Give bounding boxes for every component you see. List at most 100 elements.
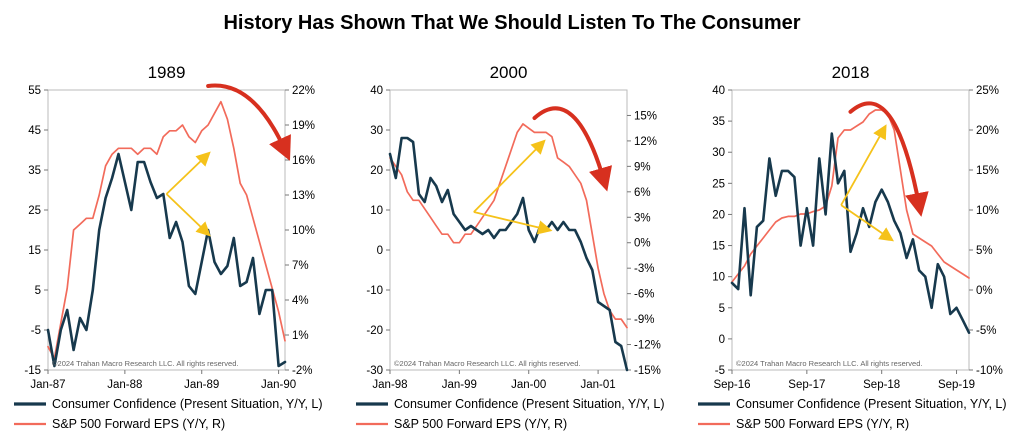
y-left-tick-label: 10 — [370, 205, 383, 217]
legend-label: Consumer Confidence (Present Situation, … — [394, 397, 665, 411]
y-right-tick-label: 20% — [976, 125, 999, 137]
chart-title: 2018 — [832, 63, 870, 82]
y-right-tick-label: 15% — [634, 110, 657, 122]
x-tick-label: Jan-99 — [442, 379, 477, 391]
y-left-tick-label: 30 — [370, 125, 383, 137]
y-right-tick-label: 9% — [634, 161, 651, 173]
chart-2018: 2018 -5 0 5 10 15 20 25 30 35 40 -10% -5% 0% 5% 10% 15% 2… — [698, 63, 1007, 431]
main-title: History Has Shown That We Should Listen … — [223, 12, 801, 34]
y-right-tick-label: -5% — [976, 325, 996, 337]
y-left-tick-label: -30 — [366, 365, 383, 377]
legend-label: S&P 500 Forward EPS (Y/Y, R) — [736, 417, 909, 431]
series-line-consumer-confidence — [388, 136, 629, 372]
y-left-tick-label: 40 — [712, 85, 725, 97]
y-left-tick-label: 55 — [28, 85, 41, 97]
plot-frame — [389, 89, 628, 371]
trend-arrow-red — [848, 101, 929, 217]
x-tick-label: Sep-17 — [788, 379, 825, 391]
series-line-sp500-forward-eps — [731, 109, 970, 283]
trend-arrow-red — [532, 106, 612, 192]
y-right-tick-label: -15% — [634, 365, 661, 377]
copyright-note: ©2024 Trahan Macro Research LLC. All rig… — [736, 359, 922, 368]
y-left-tick-label: 20 — [712, 209, 725, 221]
y-right-tick-label: -6% — [634, 289, 654, 301]
y-right-tick-label: 10% — [292, 225, 315, 237]
x-tick-label: Jan-98 — [372, 379, 407, 391]
y-left-tick-label: 30 — [712, 147, 725, 159]
x-tick-label: Jan-00 — [511, 379, 546, 391]
x-tick-label: Jan-90 — [261, 379, 296, 391]
y-left-tick-label: 15 — [28, 245, 41, 257]
y-left-tick-label: 0 — [719, 334, 725, 346]
divergence-arrow-yellow — [840, 124, 887, 206]
y-left-tick-label: 25 — [712, 178, 725, 190]
y-right-tick-label: 13% — [292, 190, 315, 202]
y-right-tick-label: 15% — [976, 165, 999, 177]
x-tick-label: Sep-16 — [713, 379, 750, 391]
y-left-tick-label: 35 — [712, 116, 725, 128]
y-right-tick-label: 12% — [634, 136, 657, 148]
y-left-tick-label: -5 — [31, 325, 41, 337]
x-tick-label: Jan-88 — [107, 379, 142, 391]
y-right-tick-label: 22% — [292, 85, 315, 97]
legend-label: S&P 500 Forward EPS (Y/Y, R) — [52, 417, 225, 431]
y-right-tick-label: -10% — [976, 365, 1003, 377]
chart-2000: 2000 -30 -20 -10 0 10 20 30 40 -15% -12% -9% -6% -3% 0… — [356, 63, 665, 431]
series-line-sp500-forward-eps — [47, 100, 286, 360]
y-left-tick-label: 25 — [28, 205, 41, 217]
y-left-tick-label: 20 — [370, 165, 383, 177]
copyright-note: ©2024 Trahan Macro Research LLC. All rig… — [394, 359, 580, 368]
y-left-tick-label: 10 — [712, 272, 725, 284]
y-left-tick-label: 0 — [377, 245, 383, 257]
y-right-tick-label: -3% — [634, 263, 654, 275]
legend-label: Consumer Confidence (Present Situation, … — [736, 397, 1007, 411]
y-right-tick-label: 4% — [292, 295, 309, 307]
y-right-tick-label: 7% — [292, 260, 309, 272]
chart-1989: 1989 -15 -5 5 15 25 35 45 55 -2% 1% 4% 7% 10% 13% 16% 19… — [14, 63, 323, 431]
series-line-consumer-confidence — [46, 152, 287, 368]
legend-label: Consumer Confidence (Present Situation, … — [52, 397, 323, 411]
y-left-tick-label: 40 — [370, 85, 383, 97]
series-line-consumer-confidence — [730, 132, 971, 335]
chart-title: 2000 — [490, 63, 528, 82]
y-right-tick-label: 25% — [976, 85, 999, 97]
y-right-tick-label: -12% — [634, 340, 661, 352]
y-right-tick-label: 19% — [292, 120, 315, 132]
y-right-tick-label: 5% — [976, 245, 993, 257]
y-left-tick-label: -15 — [24, 365, 41, 377]
x-tick-label: Jan-01 — [581, 379, 616, 391]
y-right-tick-label: 6% — [634, 187, 651, 199]
copyright-note: ©2024 Trahan Macro Research LLC. All rig… — [52, 359, 238, 368]
plot-frame — [731, 89, 970, 371]
x-tick-label: Sep-18 — [863, 379, 900, 391]
y-left-tick-label: -10 — [366, 285, 383, 297]
y-right-tick-label: 16% — [292, 155, 315, 167]
divergence-arrow-yellow — [473, 139, 546, 213]
y-right-tick-label: -9% — [634, 314, 654, 326]
y-right-tick-label: 0% — [634, 238, 651, 250]
divergence-arrow-yellow — [473, 211, 553, 235]
y-right-tick-label: 10% — [976, 205, 999, 217]
y-right-tick-label: 3% — [634, 212, 651, 224]
y-left-tick-label: 45 — [28, 125, 41, 137]
series-line-sp500-forward-eps — [389, 123, 628, 329]
chart-title: 1989 — [148, 63, 186, 82]
y-left-tick-label: 5 — [35, 285, 41, 297]
y-right-tick-label: -2% — [292, 365, 312, 377]
legend-label: S&P 500 Forward EPS (Y/Y, R) — [394, 417, 567, 431]
y-left-tick-label: -5 — [715, 365, 725, 377]
y-left-tick-label: -20 — [366, 325, 383, 337]
x-tick-label: Sep-19 — [938, 379, 975, 391]
divergence-arrow-yellow — [840, 204, 895, 242]
plot-frame — [47, 89, 286, 371]
y-left-tick-label: 35 — [28, 165, 41, 177]
trend-arrow-red — [206, 83, 291, 161]
y-right-tick-label: 1% — [292, 330, 309, 342]
y-right-tick-label: 0% — [976, 285, 993, 297]
divergence-arrow-yellow — [165, 193, 211, 237]
x-tick-label: Jan-87 — [30, 379, 65, 391]
y-left-tick-label: 5 — [719, 303, 725, 315]
divergence-arrow-yellow — [165, 151, 211, 195]
x-tick-label: Jan-89 — [184, 379, 219, 391]
y-left-tick-label: 15 — [712, 241, 725, 253]
